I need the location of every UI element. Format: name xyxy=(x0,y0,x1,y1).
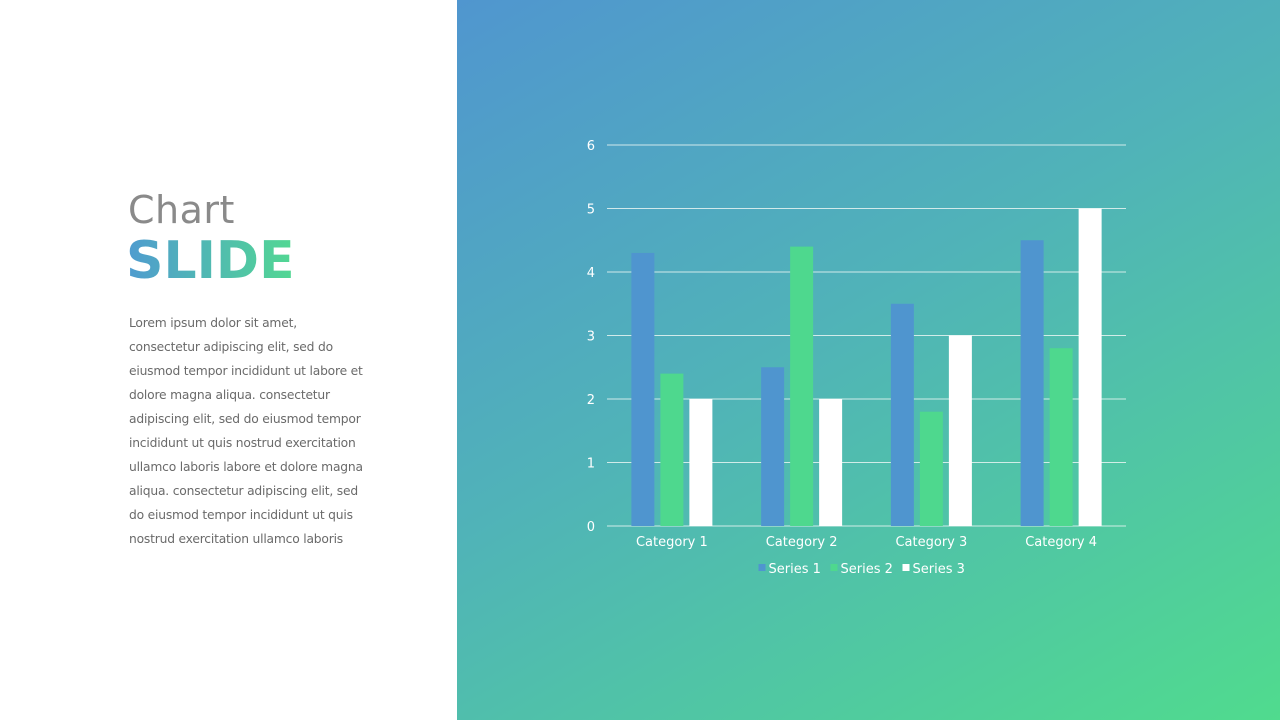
slide-title-slide: SLIDE xyxy=(126,231,295,291)
chart-panel: 0 1 2 3 4 5 6 Category 1 Category 2 Category 3 Cat… xyxy=(457,0,1280,720)
slide-body-text: Lorem ipsum dolor sit amet, consectetur … xyxy=(129,316,363,546)
legend-label: Series 1 xyxy=(769,562,821,577)
bar xyxy=(1049,348,1073,526)
bar xyxy=(660,373,684,526)
y-tick-label: 2 xyxy=(587,393,595,408)
x-tick-label: Category 4 xyxy=(1025,535,1097,550)
y-tick-label: 3 xyxy=(587,330,595,345)
bar xyxy=(948,335,972,526)
bar xyxy=(819,399,843,526)
bar xyxy=(1078,208,1102,526)
legend-label: Series 2 xyxy=(841,562,893,577)
text-panel: Chart SLIDE Lorem ipsum dolor sit amet, … xyxy=(0,0,457,720)
bar xyxy=(790,246,814,526)
bar xyxy=(631,252,655,526)
y-tick-label: 5 xyxy=(587,203,595,218)
legend-swatch xyxy=(830,564,838,571)
x-tick-label: Category 1 xyxy=(636,535,708,550)
slide-title-chart: Chart xyxy=(128,188,235,232)
x-tick-label: Category 3 xyxy=(895,535,967,550)
legend-label: Series 3 xyxy=(913,562,965,577)
y-tick-label: 1 xyxy=(587,457,595,472)
y-tick-label: 0 xyxy=(587,520,595,535)
x-tick-label: Category 2 xyxy=(766,535,838,550)
bar xyxy=(919,411,943,526)
bar xyxy=(1020,240,1044,526)
bar xyxy=(890,303,914,526)
y-tick-label: 4 xyxy=(587,266,595,281)
legend-swatch xyxy=(902,564,910,571)
bar xyxy=(761,367,785,526)
bar-chart: 0 1 2 3 4 5 6 Category 1 Category 2 Category 3 Cat… xyxy=(587,139,1126,577)
legend-swatch xyxy=(758,564,766,571)
bar xyxy=(689,399,713,526)
y-tick-label: 6 xyxy=(587,139,595,154)
